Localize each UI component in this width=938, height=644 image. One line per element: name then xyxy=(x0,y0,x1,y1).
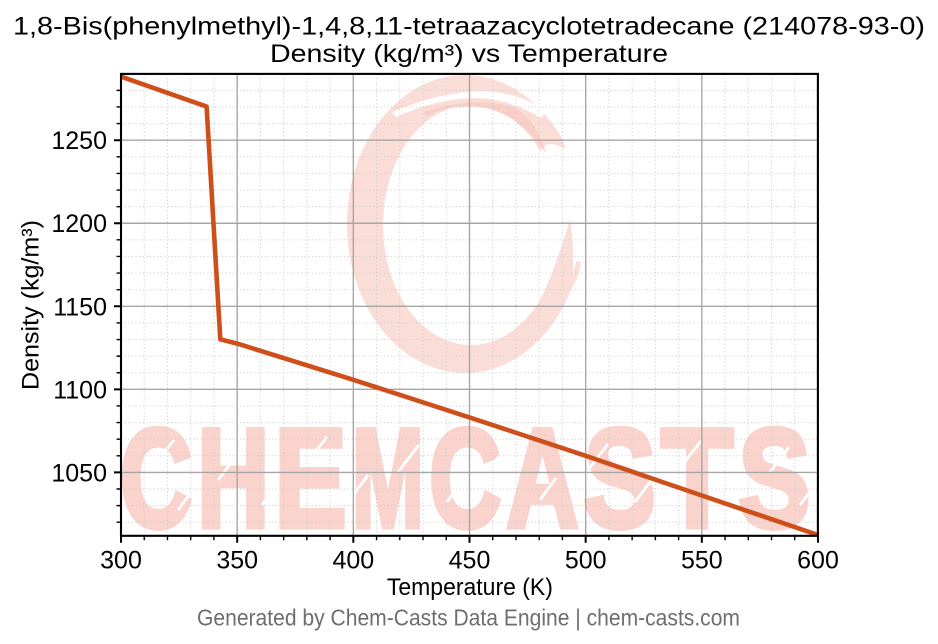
svg-text:Generated by Chem-Casts Data E: Generated by Chem-Casts Data Engine | ch… xyxy=(197,605,740,631)
svg-text:1150: 1150 xyxy=(53,293,107,321)
svg-text:C: C xyxy=(120,400,192,557)
svg-text:350: 350 xyxy=(216,547,258,575)
svg-text:1050: 1050 xyxy=(51,459,107,487)
svg-text:400: 400 xyxy=(332,547,374,575)
svg-text:S: S xyxy=(738,400,810,557)
svg-text:450: 450 xyxy=(449,547,491,575)
svg-text:500: 500 xyxy=(565,547,607,575)
svg-text:E: E xyxy=(275,400,347,557)
svg-text:600: 600 xyxy=(797,547,839,575)
svg-text:Temperature (K): Temperature (K) xyxy=(387,574,553,601)
svg-text:300: 300 xyxy=(100,547,142,575)
svg-text:Density (kg/m³) vs Temperature: Density (kg/m³) vs Temperature xyxy=(270,40,668,68)
svg-text:H: H xyxy=(197,400,269,557)
svg-text:Density (kg/m³): Density (kg/m³) xyxy=(18,220,45,390)
svg-text:550: 550 xyxy=(681,547,723,575)
svg-text:T: T xyxy=(661,400,733,557)
svg-text:1100: 1100 xyxy=(53,376,107,404)
svg-text:M: M xyxy=(352,400,424,557)
svg-text:1,8-Bis(phenylmethyl)-1,4,8,11: 1,8-Bis(phenylmethyl)-1,4,8,11-tetraazac… xyxy=(13,13,925,41)
svg-text:1200: 1200 xyxy=(51,210,107,238)
svg-text:A: A xyxy=(507,400,579,557)
svg-text:1250: 1250 xyxy=(51,127,107,155)
